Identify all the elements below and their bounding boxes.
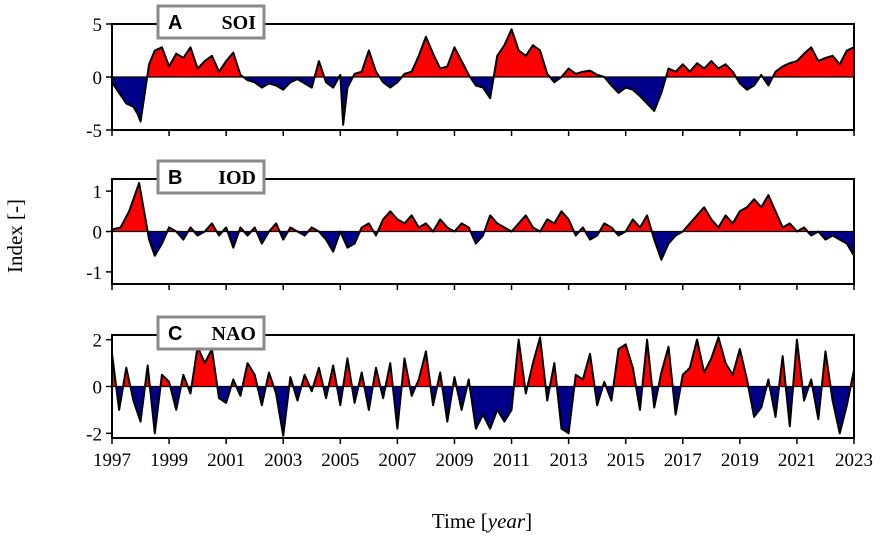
x-axis-ticks: 1997 1999 2001 2003 2005 2007 2009 2011 2013 2015… — [93, 450, 873, 471]
panel-title: NAO — [212, 323, 256, 345]
x-tick-label: 1997 — [93, 450, 131, 471]
y-tick-label: 2 — [93, 331, 103, 352]
panel-title: IOD — [218, 167, 256, 189]
x-axis-label: Time [year] — [432, 509, 532, 533]
panel-nao: 2 0 -2 C NAO — [86, 315, 855, 445]
x-tick-label: 2015 — [607, 450, 645, 471]
y-axis-label: Index [-] — [3, 199, 27, 273]
x-axis-label-main: Time [ — [432, 509, 488, 533]
panel-label-box — [156, 4, 266, 40]
x-tick-label: 2001 — [207, 450, 245, 471]
negative-area-iod — [112, 231, 854, 260]
x-tick-label: 2003 — [264, 450, 302, 471]
y-tick-label: 5 — [93, 15, 103, 36]
x-tick-label: 2009 — [435, 450, 473, 471]
y-tick-label: -1 — [86, 263, 102, 284]
panel-title: SOI — [222, 12, 257, 34]
panel-iod: 1 0 -1 B IOD — [86, 159, 855, 290]
panel-soi: 5 0 -5 A SOI — [86, 4, 855, 142]
y-tick-label: 0 — [93, 223, 103, 244]
panel-label-box — [156, 315, 266, 351]
x-tick-label: 2023 — [835, 450, 873, 471]
panel-letter: C — [168, 323, 182, 345]
series-line-nao — [112, 336, 854, 437]
x-tick-label: 1999 — [150, 450, 188, 471]
x-tick-label: 2005 — [321, 450, 359, 471]
x-tick-label: 2007 — [378, 450, 416, 471]
series-line-iod — [112, 182, 854, 261]
x-tick-label: 2017 — [664, 450, 702, 471]
x-axis-label-close: ] — [525, 509, 532, 533]
panel-label-box — [156, 159, 266, 195]
panel-letter: B — [168, 167, 182, 189]
panels-group: 5 0 -5 A SOI 1 0 -1 B IOD 2 0 -2 C NAO — [86, 4, 855, 445]
positive-area-iod — [112, 183, 854, 232]
x-tick-label: 2019 — [721, 450, 759, 471]
negative-area-soi — [112, 77, 854, 125]
y-tick-label: -2 — [86, 424, 102, 445]
series-line-soi — [112, 28, 854, 126]
y-tick-label: 1 — [93, 182, 103, 203]
x-tick-label: 2013 — [550, 450, 588, 471]
x-axis-label-unit: year — [486, 509, 526, 533]
y-tick-label: 0 — [93, 68, 103, 89]
x-tick-label: 2011 — [493, 450, 530, 471]
y-tick-label: -5 — [86, 121, 102, 142]
positive-area-soi — [112, 29, 854, 77]
y-tick-label: 0 — [93, 378, 103, 399]
x-tick-label: 2021 — [778, 450, 816, 471]
panel-letter: A — [168, 12, 182, 34]
